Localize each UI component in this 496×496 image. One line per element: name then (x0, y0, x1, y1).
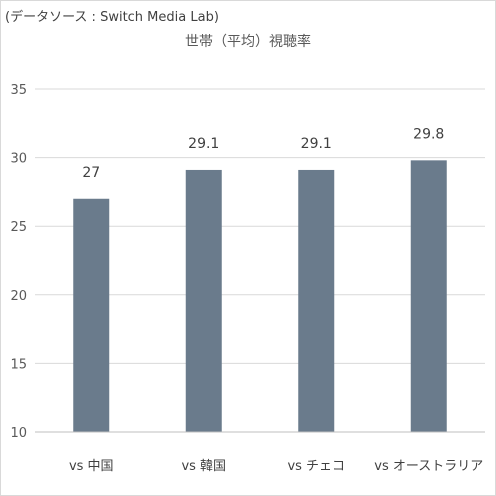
x-tick-label: vs 中国 (69, 459, 114, 474)
x-tick-label: vs 韓国 (181, 459, 226, 474)
bar (185, 169, 222, 432)
data-label: 29.1 (301, 136, 332, 152)
bar (410, 160, 447, 432)
y-tick-label: 35 (10, 83, 27, 98)
data-label: 29.1 (188, 136, 219, 152)
data-source-note: (データソース : Switch Media Lab) (5, 10, 219, 25)
chart-title: 世帯（平均）視聴率 (185, 34, 311, 50)
data-label: 27 (82, 165, 100, 181)
bar (73, 198, 110, 432)
y-tick-label: 25 (10, 220, 27, 235)
x-tick-label: vs チェコ (287, 459, 345, 474)
y-tick-label: 10 (10, 426, 27, 441)
y-tick-label: 20 (10, 289, 27, 304)
x-tick-label: vs オーストラリア (374, 459, 483, 474)
data-label: 29.8 (413, 126, 444, 142)
y-tick-label: 15 (10, 357, 27, 372)
y-tick-label: 30 (10, 152, 27, 167)
bar (298, 169, 335, 432)
